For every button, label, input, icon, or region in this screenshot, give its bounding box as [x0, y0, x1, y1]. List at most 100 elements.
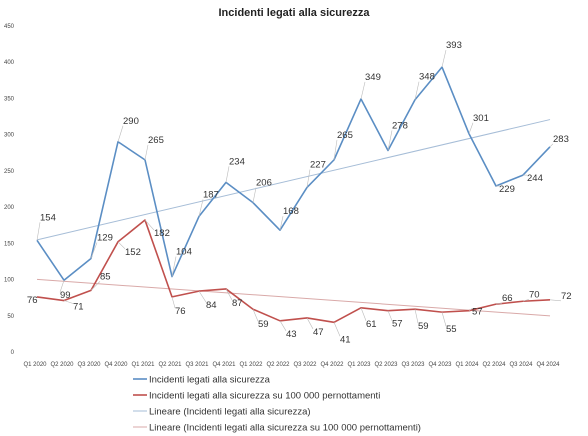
y-axis: 0 50 100 150 200 250 300 350 400 450 [4, 24, 15, 356]
x-tick-label: Q1 2021 [131, 362, 155, 368]
leader-line [279, 216, 284, 231]
leader-line [198, 199, 204, 217]
data-label: 244 [527, 173, 543, 184]
leader-line [63, 300, 74, 304]
x-tick-label: Q2 2023 [374, 362, 398, 368]
leader-line [549, 299, 562, 302]
trendlines [36, 119, 551, 317]
x-tick-label: Q1 2023 [347, 362, 371, 368]
leader-line [279, 320, 287, 331]
data-label: 229 [499, 184, 515, 195]
x-tick-label: Q3 2021 [185, 362, 209, 368]
leader-line [306, 317, 314, 330]
leader-line [468, 308, 473, 311]
data-label: 348 [419, 72, 435, 83]
legend: Incidenti legati alla sicurezza Incidenti… [133, 375, 421, 434]
data-label: 72 [561, 291, 572, 302]
x-tick-label: Q2 2020 [50, 362, 74, 368]
data-label: 85 [100, 271, 111, 282]
trendline [36, 278, 551, 317]
data-label: 393 [446, 40, 462, 51]
legend-item-per-100000: Incidenti legati alla sicurezza su 100 0… [133, 391, 380, 402]
leader-line [252, 309, 259, 322]
data-label: 66 [502, 293, 513, 304]
data-label: 104 [176, 247, 192, 258]
y-tick-label: 0 [11, 350, 15, 356]
data-label: 301 [473, 113, 489, 124]
data-label: 349 [365, 72, 381, 83]
data-label: 168 [283, 206, 299, 217]
leader-line [441, 312, 447, 327]
legend-item-incidents: Incidenti legati alla sicurezza [133, 375, 271, 386]
data-labels: 154 99 129 290 265 104 187 234 206 168 227 265 349 27… [27, 40, 572, 345]
leader-line [360, 81, 366, 100]
data-label: 182 [154, 228, 170, 239]
y-tick-label: 400 [4, 60, 15, 66]
leader-line [387, 310, 393, 321]
x-tick-label: Q2 2022 [266, 362, 290, 368]
x-tick-label: Q3 2020 [77, 362, 101, 368]
data-label: 129 [97, 232, 113, 243]
data-label: 87 [232, 298, 243, 309]
data-label: 227 [310, 159, 326, 170]
y-tick-label: 450 [4, 24, 15, 30]
x-tick-label: Q3 2023 [401, 362, 425, 368]
leader-line [171, 296, 176, 308]
x-tick-label: Q4 2020 [104, 362, 128, 368]
y-tick-label: 100 [4, 278, 15, 284]
leader-line [252, 187, 257, 203]
leader-line [441, 50, 447, 68]
data-label: 187 [203, 189, 219, 200]
x-tick-label: Q4 2023 [428, 362, 452, 368]
leader-line [333, 139, 338, 160]
leader-line [144, 144, 149, 160]
x-axis: Q1 2020 Q2 2020 Q3 2020 Q4 2020 Q1 2021 Q2 20… [23, 362, 560, 368]
y-tick-label: 350 [4, 96, 15, 102]
data-label: 76 [27, 295, 38, 306]
data-label: 283 [553, 134, 569, 145]
leader-line [522, 298, 530, 302]
data-label: 59 [258, 319, 269, 330]
leader-line [59, 280, 65, 293]
x-tick-label: Q1 2020 [23, 362, 47, 368]
x-tick-label: Q4 2021 [212, 362, 236, 368]
data-label: 47 [313, 327, 324, 338]
legend-label: Incidenti legati alla sicurezza su 100 0… [149, 391, 380, 402]
x-tick-label: Q4 2024 [536, 362, 560, 368]
leader-line [198, 290, 207, 303]
data-label: 43 [286, 329, 297, 340]
legend-label: Lineare (Incidenti legati alla sicurezza… [149, 407, 311, 418]
data-label: 154 [40, 212, 56, 223]
legend-item-trend-incidents: Lineare (Incidenti legati alla sicurezza… [133, 407, 311, 418]
leader-line [90, 242, 98, 259]
data-label: 71 [73, 302, 84, 313]
data-label: 57 [472, 307, 483, 318]
data-label: 41 [340, 334, 351, 345]
data-label: 265 [337, 130, 353, 141]
leader-line [549, 143, 554, 148]
y-tick-label: 300 [4, 133, 15, 139]
data-label: 265 [148, 135, 164, 146]
y-tick-label: 150 [4, 241, 15, 247]
leader-line [414, 81, 420, 100]
leader-line [333, 322, 341, 337]
legend-label: Incidenti legati alla sicurezza [149, 375, 271, 386]
leader-line [90, 281, 101, 291]
x-tick-label: Q3 2024 [509, 362, 533, 368]
data-label: 59 [418, 321, 429, 332]
x-tick-label: Q2 2021 [158, 362, 182, 368]
leader-line [117, 241, 126, 250]
x-tick-label: Q2 2024 [482, 362, 506, 368]
data-label: 55 [446, 324, 457, 335]
y-tick-label: 250 [4, 169, 15, 175]
chart-title: Incidenti legati alla sicurezza [219, 7, 371, 19]
leader-line [225, 166, 230, 183]
data-label: 99 [60, 290, 71, 301]
data-label: 61 [366, 319, 377, 330]
data-label: 152 [125, 247, 141, 258]
leader-line [495, 302, 503, 305]
series-line-incidents [36, 66, 551, 282]
series-line-per-100000 [36, 219, 551, 324]
x-tick-label: Q3 2022 [293, 362, 317, 368]
data-label: 278 [392, 120, 408, 131]
